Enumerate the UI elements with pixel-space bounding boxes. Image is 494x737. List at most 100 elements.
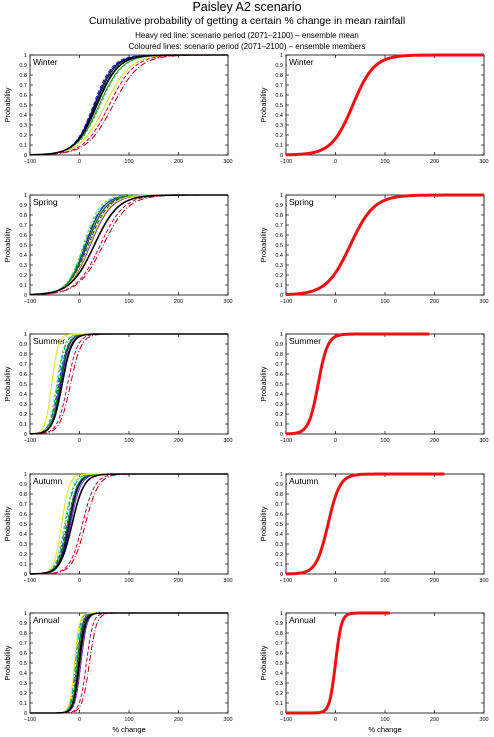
y-tick-label: 0.2 bbox=[275, 273, 283, 279]
ensemble-mean-overlay-line bbox=[30, 333, 228, 435]
y-tick-label: 0.2 bbox=[19, 691, 27, 697]
y-tick-label: 0.9 bbox=[19, 342, 27, 348]
x-tick-label: −100 bbox=[24, 438, 36, 444]
y-tick-label: 1 bbox=[24, 332, 27, 338]
season-label-bg bbox=[31, 614, 65, 626]
x-tick-label: 100 bbox=[380, 438, 389, 444]
y-tick-label: 1 bbox=[24, 611, 27, 617]
x-tick-label: 100 bbox=[380, 159, 389, 165]
legend-line-mean: Heavy red line: scenario period (2071–21… bbox=[135, 31, 359, 40]
x-tick-label: 200 bbox=[174, 438, 183, 444]
members-panel-winter: −100 0 100 200 30000.10.20.30.40.50.60.70.80… bbox=[3, 53, 233, 165]
y-tick-label: 0.6 bbox=[275, 93, 283, 99]
figure-title: Paisley A2 scenario bbox=[192, 0, 302, 14]
y-tick-label: 0.4 bbox=[275, 671, 283, 677]
y-tick-label: 0.6 bbox=[19, 372, 27, 378]
member-series-line bbox=[30, 194, 228, 296]
ensemble-mean-overlay-line bbox=[30, 54, 228, 156]
y-tick-label: 1 bbox=[24, 472, 27, 478]
y-tick-label: 1 bbox=[280, 472, 283, 478]
x-tick-label: 200 bbox=[174, 299, 183, 305]
member-series-line bbox=[30, 194, 228, 296]
axes-frame bbox=[285, 194, 485, 296]
y-tick-label: 0.3 bbox=[275, 263, 283, 269]
y-axis-label: Probability bbox=[259, 87, 268, 122]
y-tick-label: 0.1 bbox=[275, 143, 283, 149]
y-tick-label: 0.1 bbox=[19, 701, 27, 707]
members-panel-autumn: −100 0 100 200 30000.10.20.30.40.50.60.70.80… bbox=[3, 472, 233, 584]
axes-frame bbox=[285, 473, 485, 575]
season-label-bg bbox=[287, 475, 321, 487]
y-tick-label: 0.9 bbox=[19, 482, 27, 488]
y-tick-label: 0.2 bbox=[19, 412, 27, 418]
y-tick-label: 0.3 bbox=[275, 402, 283, 408]
member-series-line bbox=[30, 194, 228, 296]
y-axis-label: Probability bbox=[3, 227, 12, 262]
member-series-line bbox=[30, 612, 228, 714]
y-tick-label: 0 bbox=[280, 432, 283, 438]
x-tick-label: 300 bbox=[479, 159, 488, 165]
member-series-line bbox=[30, 194, 228, 296]
x-tick-label: 200 bbox=[430, 299, 439, 305]
member-series-line bbox=[30, 473, 228, 575]
y-tick-label: 0.4 bbox=[275, 392, 283, 398]
y-tick-label: 0.7 bbox=[19, 83, 27, 89]
member-series-line bbox=[29, 54, 228, 156]
x-tick-label: 300 bbox=[479, 438, 488, 444]
season-label: Autumn bbox=[289, 476, 319, 486]
y-tick-label: 0 bbox=[24, 432, 27, 438]
y-tick-label: 0.7 bbox=[275, 223, 283, 229]
y-tick-label: 0.7 bbox=[275, 362, 283, 368]
y-tick-label: 1 bbox=[24, 193, 27, 199]
figure-subtitle: Cumulative probability of getting a cert… bbox=[88, 15, 406, 27]
axes-frame bbox=[285, 333, 485, 435]
x-axis-label: % change bbox=[368, 725, 401, 734]
y-tick-label: 0.5 bbox=[275, 661, 283, 667]
member-series-line bbox=[30, 333, 228, 435]
y-tick-label: 0.3 bbox=[19, 402, 27, 408]
y-tick-label: 0.5 bbox=[19, 382, 27, 388]
y-axis-label: Probability bbox=[3, 87, 12, 122]
y-tick-label: 0.3 bbox=[19, 123, 27, 129]
y-tick-label: 0.4 bbox=[19, 671, 27, 677]
y-tick-label: 0.7 bbox=[275, 641, 283, 647]
mean-panel-autumn: −100 0 100 200 30000.10.20.30.40.50.60.70.80… bbox=[259, 472, 489, 584]
season-label-bg bbox=[287, 335, 321, 347]
y-tick-label: 0.7 bbox=[19, 502, 27, 508]
x-tick-label: 300 bbox=[479, 717, 488, 723]
y-axis-label: Probability bbox=[259, 366, 268, 401]
season-label-bg bbox=[31, 56, 65, 68]
member-series-line bbox=[30, 612, 228, 714]
x-tick-label: 300 bbox=[479, 299, 488, 305]
y-tick-label: 0.6 bbox=[275, 372, 283, 378]
axes-frame bbox=[285, 54, 485, 156]
x-tick-label: −100 bbox=[280, 717, 292, 723]
x-tick-label: 100 bbox=[124, 438, 133, 444]
y-tick-label: 0.1 bbox=[19, 283, 27, 289]
y-tick-label: 0.3 bbox=[19, 542, 27, 548]
y-tick-label: 0.8 bbox=[19, 73, 27, 79]
y-tick-label: 0.9 bbox=[275, 482, 283, 488]
mean-panel-spring: −100 0 100 200 30000.10.20.30.40.50.60.70.80… bbox=[259, 193, 489, 305]
ensemble-mean-overlay-line bbox=[30, 612, 228, 714]
legend-line-members: Coloured lines: scenario period (2071–21… bbox=[128, 42, 366, 51]
axes-frame bbox=[29, 194, 229, 296]
season-label: Summer bbox=[33, 336, 65, 346]
y-tick-label: 0.7 bbox=[275, 83, 283, 89]
y-tick-label: 0.8 bbox=[275, 631, 283, 637]
season-label: Summer bbox=[289, 336, 321, 346]
y-tick-label: 0.1 bbox=[275, 701, 283, 707]
y-tick-label: 0.5 bbox=[275, 103, 283, 109]
y-axis-label: Probability bbox=[259, 506, 268, 541]
member-series-line bbox=[30, 612, 228, 714]
y-tick-label: 0.9 bbox=[19, 621, 27, 627]
x-tick-label: 100 bbox=[380, 578, 389, 584]
y-tick-label: 0.9 bbox=[19, 63, 27, 69]
x-tick-label: 100 bbox=[124, 159, 133, 165]
x-tick-label: −100 bbox=[24, 299, 36, 305]
member-series-line bbox=[30, 333, 228, 435]
y-tick-label: 0.2 bbox=[19, 552, 27, 558]
x-tick-label: 0 bbox=[334, 299, 337, 305]
y-axis-label: Probability bbox=[3, 645, 12, 680]
season-label: Spring bbox=[33, 197, 58, 207]
